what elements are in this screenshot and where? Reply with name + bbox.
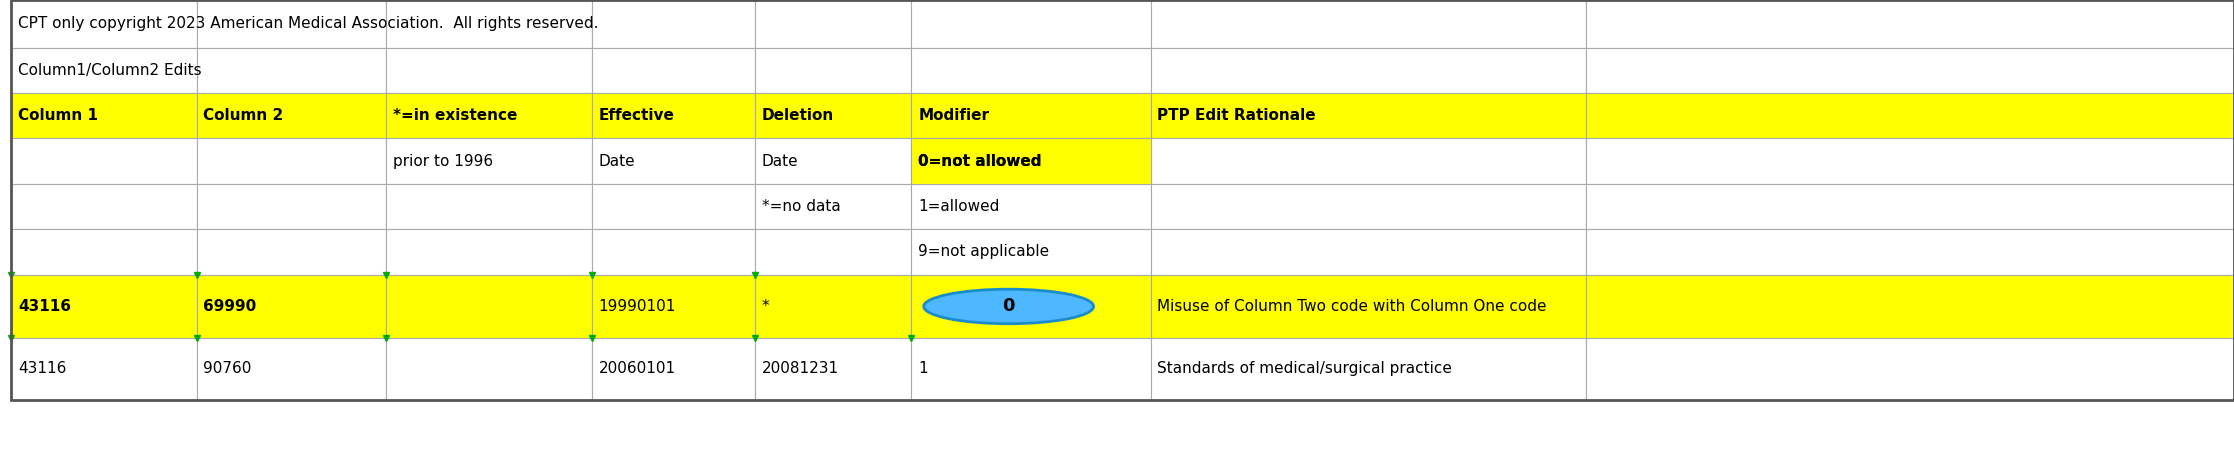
FancyBboxPatch shape: [1586, 138, 2234, 184]
FancyBboxPatch shape: [386, 0, 592, 48]
FancyBboxPatch shape: [755, 184, 911, 229]
FancyBboxPatch shape: [386, 229, 592, 275]
FancyBboxPatch shape: [1586, 184, 2234, 229]
FancyBboxPatch shape: [1151, 0, 1586, 48]
FancyBboxPatch shape: [197, 229, 386, 275]
FancyBboxPatch shape: [11, 275, 197, 338]
FancyBboxPatch shape: [11, 184, 197, 229]
FancyBboxPatch shape: [755, 48, 911, 93]
FancyBboxPatch shape: [911, 93, 1151, 138]
FancyBboxPatch shape: [592, 338, 755, 400]
FancyBboxPatch shape: [11, 0, 197, 48]
FancyBboxPatch shape: [386, 138, 592, 184]
FancyBboxPatch shape: [386, 275, 592, 338]
Text: 20081231: 20081231: [762, 361, 840, 376]
FancyBboxPatch shape: [1151, 229, 1586, 275]
FancyBboxPatch shape: [911, 229, 1151, 275]
FancyBboxPatch shape: [911, 138, 1151, 184]
FancyBboxPatch shape: [1586, 93, 2234, 138]
FancyBboxPatch shape: [386, 338, 592, 400]
FancyBboxPatch shape: [11, 93, 197, 138]
FancyBboxPatch shape: [911, 338, 1151, 400]
Text: Deletion: Deletion: [762, 108, 833, 123]
Text: 1: 1: [918, 361, 927, 376]
Text: 1=allowed: 1=allowed: [918, 199, 999, 214]
Text: PTP Edit Rationale: PTP Edit Rationale: [1157, 108, 1316, 123]
FancyBboxPatch shape: [197, 93, 386, 138]
FancyBboxPatch shape: [1586, 48, 2234, 93]
FancyBboxPatch shape: [1151, 275, 1586, 338]
Text: *=in existence: *=in existence: [393, 108, 518, 123]
FancyBboxPatch shape: [386, 93, 592, 138]
FancyBboxPatch shape: [911, 0, 1151, 48]
FancyBboxPatch shape: [755, 275, 911, 338]
Text: 19990101: 19990101: [599, 299, 677, 314]
FancyBboxPatch shape: [911, 48, 1151, 93]
FancyBboxPatch shape: [197, 0, 386, 48]
FancyBboxPatch shape: [11, 229, 197, 275]
FancyBboxPatch shape: [386, 48, 592, 93]
Text: 9=not applicable: 9=not applicable: [918, 244, 1050, 260]
Text: Modifier: Modifier: [918, 108, 990, 123]
FancyBboxPatch shape: [592, 93, 755, 138]
FancyBboxPatch shape: [1151, 138, 1586, 184]
Text: Column1/Column2 Edits: Column1/Column2 Edits: [18, 63, 201, 78]
FancyBboxPatch shape: [911, 184, 1151, 229]
Text: Date: Date: [599, 153, 634, 169]
FancyBboxPatch shape: [592, 138, 755, 184]
FancyBboxPatch shape: [197, 275, 386, 338]
Text: 69990: 69990: [203, 299, 257, 314]
FancyBboxPatch shape: [911, 275, 1151, 338]
FancyBboxPatch shape: [592, 0, 755, 48]
Text: CPT only copyright 2023 American Medical Association.  All rights reserved.: CPT only copyright 2023 American Medical…: [18, 16, 599, 31]
FancyBboxPatch shape: [592, 48, 755, 93]
Text: Date: Date: [762, 153, 798, 169]
FancyBboxPatch shape: [11, 48, 197, 93]
FancyBboxPatch shape: [592, 275, 755, 338]
FancyBboxPatch shape: [11, 338, 197, 400]
FancyBboxPatch shape: [592, 184, 755, 229]
Text: Column 1: Column 1: [18, 108, 98, 123]
FancyBboxPatch shape: [197, 48, 386, 93]
Text: 0=not allowed: 0=not allowed: [918, 153, 1041, 169]
Text: Standards of medical/surgical practice: Standards of medical/surgical practice: [1157, 361, 1452, 376]
FancyBboxPatch shape: [1586, 275, 2234, 338]
Circle shape: [925, 289, 1095, 324]
Text: 0: 0: [1003, 297, 1014, 316]
Text: Effective: Effective: [599, 108, 675, 123]
FancyBboxPatch shape: [755, 338, 911, 400]
FancyBboxPatch shape: [1586, 0, 2234, 48]
Text: Column 2: Column 2: [203, 108, 284, 123]
FancyBboxPatch shape: [11, 138, 197, 184]
FancyBboxPatch shape: [1151, 184, 1586, 229]
Text: 43116: 43116: [18, 299, 71, 314]
FancyBboxPatch shape: [1586, 229, 2234, 275]
Text: 43116: 43116: [18, 361, 67, 376]
Text: *=no data: *=no data: [762, 199, 840, 214]
FancyBboxPatch shape: [1151, 48, 1586, 93]
Text: prior to 1996: prior to 1996: [393, 153, 494, 169]
Text: Misuse of Column Two code with Column One code: Misuse of Column Two code with Column On…: [1157, 299, 1546, 314]
FancyBboxPatch shape: [1151, 93, 1586, 138]
FancyBboxPatch shape: [755, 93, 911, 138]
FancyBboxPatch shape: [386, 184, 592, 229]
FancyBboxPatch shape: [755, 229, 911, 275]
FancyBboxPatch shape: [911, 138, 1151, 184]
FancyBboxPatch shape: [755, 0, 911, 48]
FancyBboxPatch shape: [1586, 338, 2234, 400]
FancyBboxPatch shape: [1151, 338, 1586, 400]
Text: 90760: 90760: [203, 361, 252, 376]
Text: 20060101: 20060101: [599, 361, 677, 376]
FancyBboxPatch shape: [197, 184, 386, 229]
FancyBboxPatch shape: [197, 338, 386, 400]
FancyBboxPatch shape: [592, 229, 755, 275]
Text: 0=not allowed: 0=not allowed: [918, 153, 1041, 169]
Text: *: *: [762, 299, 768, 314]
FancyBboxPatch shape: [755, 138, 911, 184]
FancyBboxPatch shape: [197, 138, 386, 184]
